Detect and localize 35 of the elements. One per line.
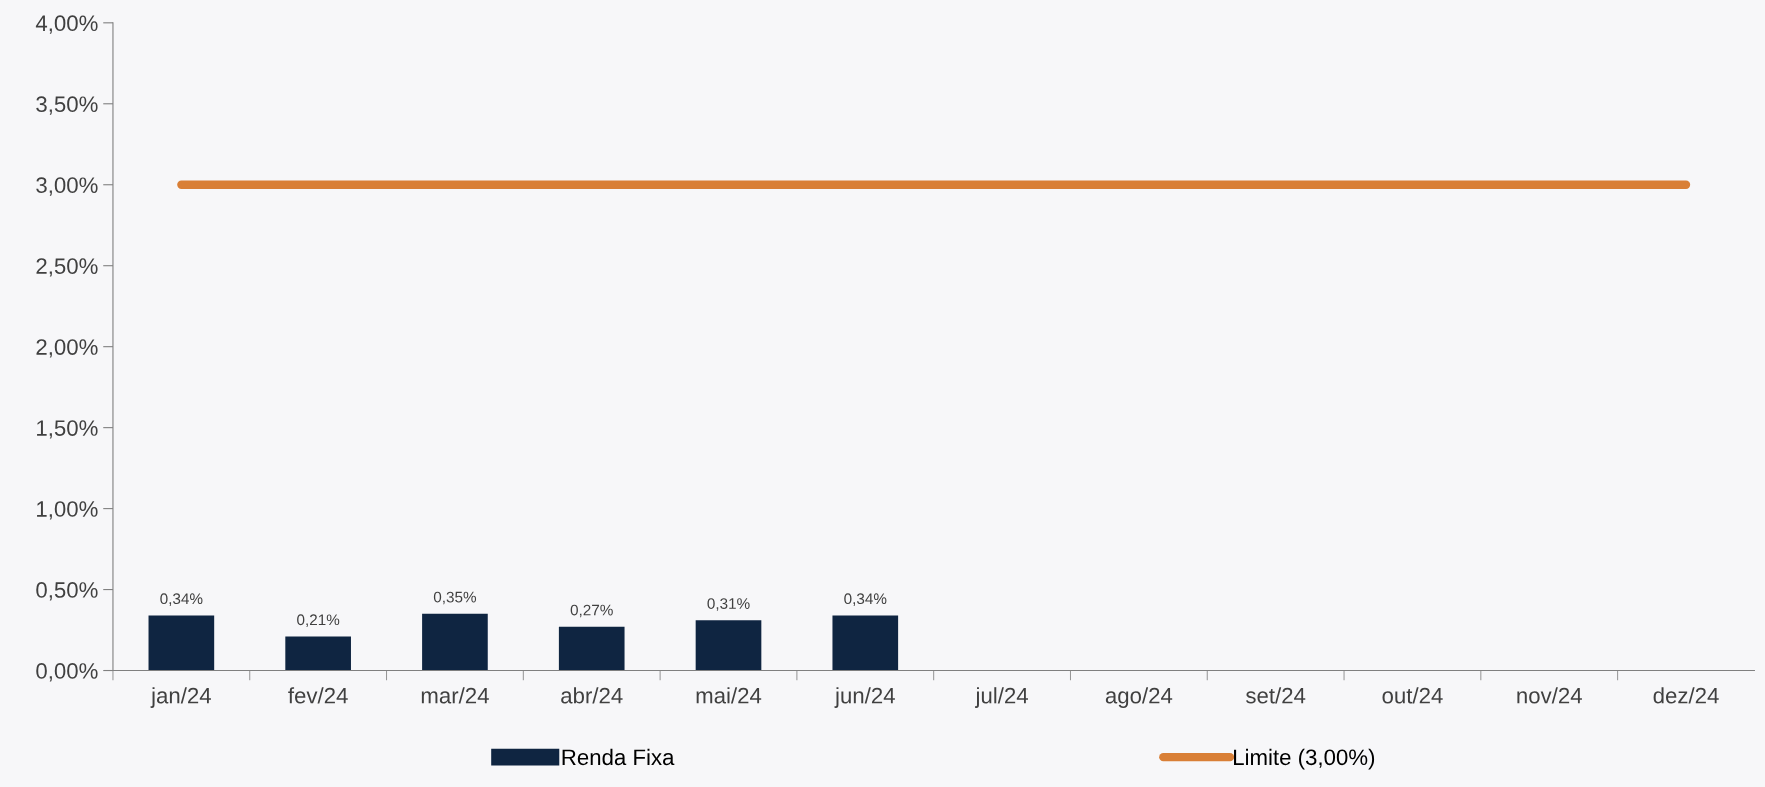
data-label: 0,35% xyxy=(433,591,477,605)
x-tick-label: set/24 xyxy=(1246,687,1306,704)
y-tick-label: 1,00% xyxy=(37,501,98,520)
bar xyxy=(832,615,899,671)
y-tick-label: 3,50% xyxy=(36,96,98,115)
x-tick-label: jul/24 xyxy=(974,687,1028,708)
y-tick-label: 0,50% xyxy=(36,582,98,601)
x-tick-label: abr/24 xyxy=(561,687,623,704)
x-tick-label: out/24 xyxy=(1382,687,1443,704)
x-tick-label: fev/24 xyxy=(288,687,348,704)
x-tick-label: jan/24 xyxy=(150,687,211,708)
legend-label: Limite (3,00%) xyxy=(1234,748,1375,770)
y-tick-label: 4,00% xyxy=(35,15,98,34)
data-label: 0,31% xyxy=(707,598,750,611)
data-label: 0,27% xyxy=(570,604,613,618)
bar xyxy=(285,636,351,671)
y-tick-label: 1,50% xyxy=(37,420,98,439)
bar xyxy=(558,626,625,671)
data-label: 0,34% xyxy=(160,593,203,606)
bar xyxy=(148,615,215,671)
x-tick-label: dez/24 xyxy=(1653,687,1719,704)
x-tick-label: mar/24 xyxy=(421,687,489,704)
y-tick-label: 2,50% xyxy=(36,258,98,277)
x-tick-label: mai/24 xyxy=(696,687,762,704)
y-tick-label: 0,00% xyxy=(36,663,98,682)
x-tick-label: nov/24 xyxy=(1517,687,1582,704)
x-tick-label: jun/24 xyxy=(834,687,895,708)
data-label: 0,34% xyxy=(844,593,887,606)
legend-label: Renda Fixa xyxy=(562,748,675,766)
bar xyxy=(695,620,762,671)
x-tick-label: ago/24 xyxy=(1105,687,1173,708)
y-tick-label: 2,00% xyxy=(36,339,98,358)
bar xyxy=(422,613,488,671)
y-tick-label: 3,00% xyxy=(36,177,98,196)
data-label: 0,21% xyxy=(297,614,340,627)
